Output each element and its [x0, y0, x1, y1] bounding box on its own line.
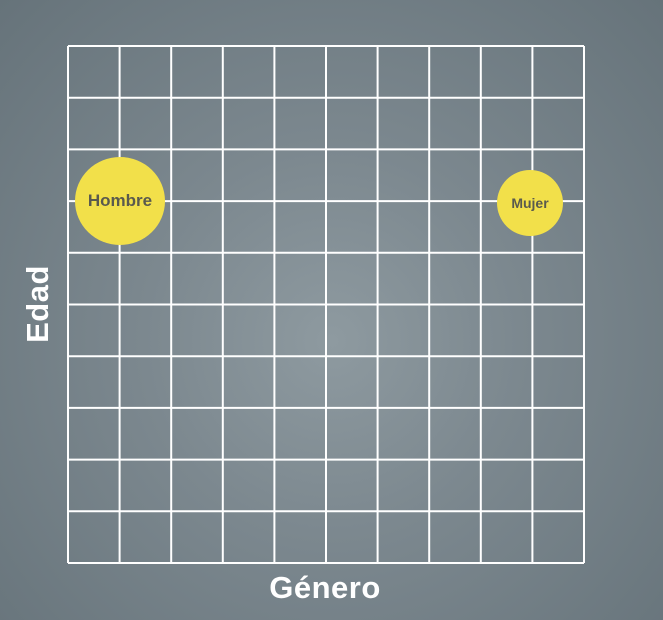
grid-lines — [67, 45, 585, 564]
marker-hombre: Hombre — [75, 157, 165, 245]
marker-mujer-label: Mujer — [511, 195, 549, 211]
marker-mujer: Mujer — [497, 170, 563, 236]
marker-hombre-label: Hombre — [87, 191, 153, 210]
x-axis-label: Género — [269, 570, 381, 605]
y-axis-label: Edad — [20, 265, 55, 343]
